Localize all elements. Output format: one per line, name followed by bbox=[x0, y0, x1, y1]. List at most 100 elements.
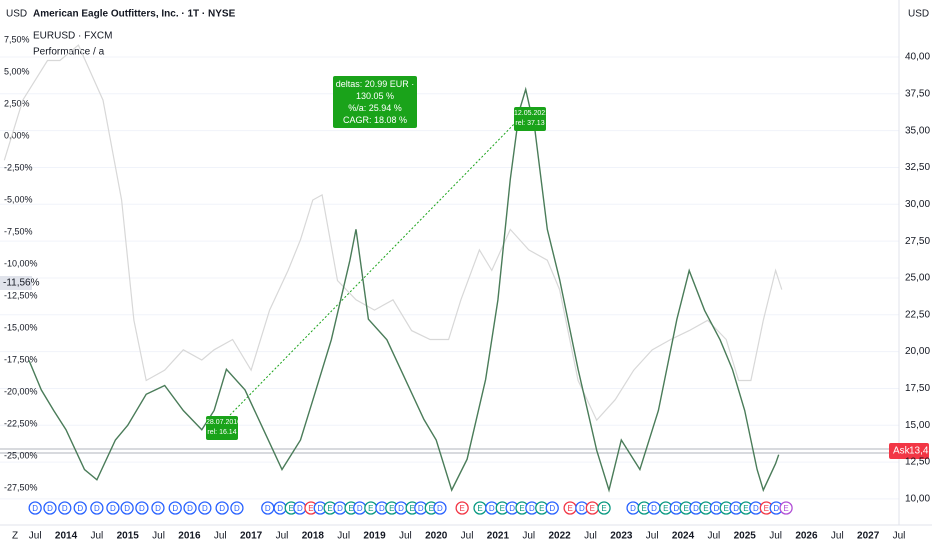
event-label: D bbox=[398, 504, 404, 513]
event-label: D bbox=[489, 504, 495, 513]
event-label: D bbox=[673, 504, 679, 513]
y-tick-label: -10,00% bbox=[4, 258, 38, 268]
y-tick-label: -27,50% bbox=[4, 482, 38, 492]
event-marker bbox=[215, 501, 229, 515]
event-label: E bbox=[683, 504, 688, 513]
y2-tick-label: 27,50 bbox=[905, 236, 930, 247]
event-label: D bbox=[62, 504, 68, 513]
event-label: E bbox=[308, 504, 313, 513]
event-label: D bbox=[77, 504, 83, 513]
y2-tick-label: 15,00 bbox=[905, 420, 930, 431]
y-tick-label: -2,50% bbox=[4, 162, 33, 172]
event-label: D bbox=[630, 504, 636, 513]
y-tick-label: -22,50% bbox=[4, 418, 38, 428]
point-a-box: 28.07.2016 rel: 16.14 bbox=[206, 416, 241, 440]
x-tick-label: Jul bbox=[152, 531, 165, 542]
x-tick-label: 2015 bbox=[117, 531, 140, 542]
event-label: D bbox=[155, 504, 161, 513]
y2-tick-label: 20,00 bbox=[905, 346, 930, 357]
y2-tick-label: 17,50 bbox=[905, 383, 930, 394]
ask-label: Ask bbox=[893, 446, 911, 457]
x-tick-label: 2024 bbox=[672, 531, 695, 542]
event-label: E bbox=[764, 504, 769, 513]
y-tick-label: 5,00% bbox=[4, 66, 30, 76]
x-tick-label: Jul bbox=[276, 531, 289, 542]
point-b-box: 12.05.2021 rel: 37.13 bbox=[514, 107, 549, 131]
event-label: D bbox=[110, 504, 116, 513]
left-marker: -11,56% bbox=[3, 278, 40, 289]
x-tick-label: Jul bbox=[214, 531, 227, 542]
event-marker bbox=[433, 501, 447, 515]
event-label: E bbox=[601, 504, 606, 513]
x-tick-label: 2023 bbox=[610, 531, 633, 542]
x-tick-label: Jul bbox=[337, 531, 350, 542]
y2-tick-label: 32,50 bbox=[905, 162, 930, 173]
event-label: E bbox=[783, 504, 788, 513]
x-tick-label: Jul bbox=[831, 531, 844, 542]
event-label: D bbox=[733, 504, 739, 513]
indicator-name: Performance / a bbox=[33, 47, 105, 58]
x-tick-label: Jul bbox=[584, 531, 597, 542]
x-tick-label: 2025 bbox=[734, 531, 757, 542]
measure-line-3: CAGR: 18.08 % bbox=[342, 115, 408, 125]
measure-line-1: deltas: 20.99 EUR · 130.05 % bbox=[335, 79, 415, 101]
x-tick-label: Jul bbox=[461, 531, 474, 542]
x-tick-label: 2021 bbox=[487, 531, 510, 542]
event-label: D bbox=[651, 504, 657, 513]
event-label: D bbox=[47, 504, 53, 513]
event-label: D bbox=[509, 504, 515, 513]
x-tick-label: Jul bbox=[399, 531, 412, 542]
event-marker bbox=[597, 501, 611, 515]
x-tick-label: 2014 bbox=[55, 531, 78, 542]
x-tick-label: 2019 bbox=[363, 531, 386, 542]
x-tick-label: Jul bbox=[522, 531, 535, 542]
event-label: D bbox=[713, 504, 719, 513]
event-label: D bbox=[753, 504, 759, 513]
ask-value: 13,45 bbox=[909, 446, 932, 457]
ask-bg bbox=[889, 443, 929, 459]
event-label: D bbox=[139, 504, 145, 513]
event-marker bbox=[230, 501, 244, 515]
event-label: D bbox=[187, 504, 193, 513]
event-label: E bbox=[703, 504, 708, 513]
chart-subtitle: EURUSD · FXCM bbox=[33, 31, 112, 42]
x-tick-label: Jul bbox=[893, 531, 906, 542]
x-tick-label: Jul bbox=[29, 531, 42, 542]
y2-tick-label: 35,00 bbox=[905, 125, 930, 136]
event-marker bbox=[28, 501, 42, 515]
event-label: D bbox=[418, 504, 424, 513]
event-marker bbox=[455, 501, 469, 515]
event-label: E bbox=[348, 504, 353, 513]
event-label: D bbox=[549, 504, 555, 513]
x-tick-label: Jul bbox=[646, 531, 659, 542]
event-marker bbox=[168, 501, 182, 515]
y2-tick-label: 30,00 bbox=[905, 199, 930, 210]
zoom-button[interactable]: Z bbox=[12, 531, 18, 542]
y-tick-label: 0,00% bbox=[4, 130, 30, 140]
event-label: D bbox=[94, 504, 100, 513]
y-tick-label: 2,50% bbox=[4, 98, 30, 108]
event-label: D bbox=[172, 504, 178, 513]
point-a-rel: rel: 16.14 bbox=[207, 429, 237, 436]
y-tick-label: -15,00% bbox=[4, 322, 38, 332]
chart-title: American Eagle Outfitters, Inc. · 1T · N… bbox=[33, 9, 236, 20]
grid bbox=[0, 56, 899, 500]
x-tick-label: 2026 bbox=[795, 531, 818, 542]
series-line bbox=[28, 86, 780, 493]
y-tick-label: -25,00% bbox=[4, 450, 38, 460]
x-tick-label: 2016 bbox=[178, 531, 201, 542]
event-label: E bbox=[743, 504, 748, 513]
event-label: D bbox=[529, 504, 535, 513]
event-marker bbox=[106, 501, 120, 515]
event-label: E bbox=[289, 504, 294, 513]
event-label: E bbox=[539, 504, 544, 513]
x-tick-label: 2022 bbox=[549, 531, 572, 542]
event-label: E bbox=[500, 504, 505, 513]
x-tick-label: Jul bbox=[707, 531, 720, 542]
event-label: E bbox=[519, 504, 524, 513]
y2-tick-label: 40,00 bbox=[905, 52, 930, 63]
event-label: E bbox=[389, 504, 394, 513]
measure-line bbox=[229, 117, 521, 416]
event-marker bbox=[90, 501, 104, 515]
y-tick-label: -12,50% bbox=[4, 290, 38, 300]
